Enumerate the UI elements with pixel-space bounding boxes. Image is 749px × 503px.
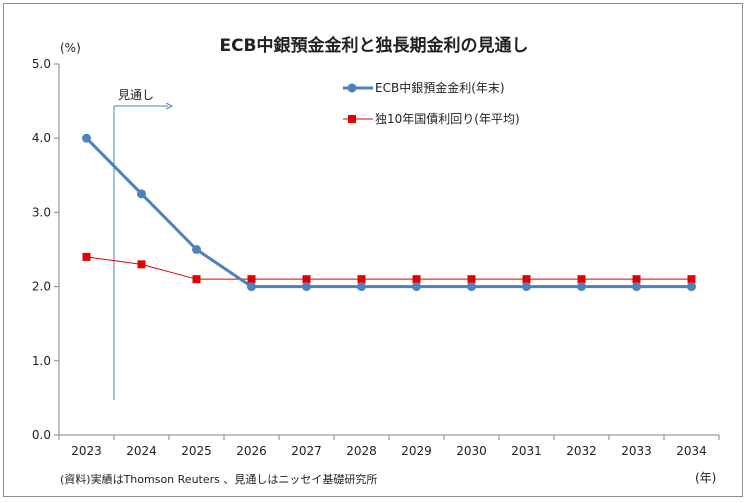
series-1-point bbox=[632, 282, 641, 292]
series-2-point bbox=[632, 275, 641, 284]
x-tick-label: 2032 bbox=[566, 444, 597, 458]
forecast-arrow-head bbox=[165, 102, 174, 110]
source-note: (資料)実績はThomson Reuters 、見通しはニッセイ基礎研究所 bbox=[60, 472, 377, 486]
series-1-point bbox=[192, 245, 201, 254]
series-1-point bbox=[247, 282, 256, 292]
legend: ECB中銀預金金利(年末) 独10年国債利回り(年平均) bbox=[343, 80, 520, 126]
x-tick-label: 2033 bbox=[621, 444, 652, 458]
x-tick-label: 2030 bbox=[456, 444, 487, 458]
series-1-point bbox=[522, 282, 531, 292]
forecast-marker: 見通し bbox=[113, 88, 174, 400]
x-tick-label: 2028 bbox=[346, 444, 377, 458]
series-1-point bbox=[137, 189, 146, 199]
y-tick-label: 4.0 bbox=[32, 131, 51, 145]
series-2-point bbox=[412, 275, 421, 284]
axes: 0.0 1.0 2.0 3.0 4.0 5.0 2023 2024 2025 2026 2027 20… bbox=[32, 57, 720, 458]
series-1-point bbox=[82, 133, 91, 143]
legend-marker-1 bbox=[347, 83, 357, 93]
x-tick-label: 2025 bbox=[181, 444, 212, 458]
y-tick-label: 2.0 bbox=[32, 280, 51, 294]
series-1-point bbox=[412, 282, 421, 292]
series-2-point bbox=[192, 275, 201, 284]
series-2-point bbox=[302, 275, 311, 284]
chart-frame bbox=[3, 3, 743, 497]
series-2-point bbox=[357, 275, 366, 284]
x-unit-label: (年) bbox=[695, 471, 716, 485]
x-tick-label: 2024 bbox=[126, 444, 157, 458]
series-2-point bbox=[137, 260, 146, 269]
x-tick-label: 2034 bbox=[676, 444, 707, 458]
series-2-point bbox=[687, 275, 696, 284]
series-1-point bbox=[467, 282, 476, 292]
series-2-point bbox=[247, 275, 256, 284]
series-line-2 bbox=[86, 256, 692, 280]
y-tick-label: 5.0 bbox=[32, 57, 51, 71]
series-1-point bbox=[302, 282, 311, 292]
x-tick-label: 2027 bbox=[291, 444, 322, 458]
series-2-point bbox=[522, 275, 531, 284]
legend-label-1: ECB中銀預金金利(年末) bbox=[375, 80, 505, 95]
y-unit-label: (%) bbox=[60, 41, 81, 55]
legend-marker-2 bbox=[348, 115, 356, 123]
series-line-1 bbox=[85, 137, 692, 289]
y-tick-label: 0.0 bbox=[32, 428, 51, 442]
series-2-point bbox=[82, 252, 91, 261]
legend-label-2: 独10年国債利回り(年平均) bbox=[375, 111, 520, 126]
series-1-point bbox=[687, 282, 696, 292]
series-2-point bbox=[467, 275, 476, 284]
series-1-point bbox=[357, 282, 366, 292]
y-tick-label: 1.0 bbox=[32, 354, 51, 368]
y-tick-label: 3.0 bbox=[32, 205, 51, 219]
x-tick-label: 2031 bbox=[511, 444, 542, 458]
series-1-point bbox=[577, 282, 586, 292]
x-tick-label: 2026 bbox=[236, 444, 267, 458]
forecast-label: 見通し bbox=[118, 88, 154, 102]
series-layer bbox=[82, 133, 696, 292]
series-2-point bbox=[577, 275, 586, 284]
x-tick-label: 2029 bbox=[401, 444, 432, 458]
x-tick-label: 2023 bbox=[71, 444, 102, 458]
chart-title: ECB中銀預金金利と独長期金利の見通し bbox=[219, 35, 528, 56]
